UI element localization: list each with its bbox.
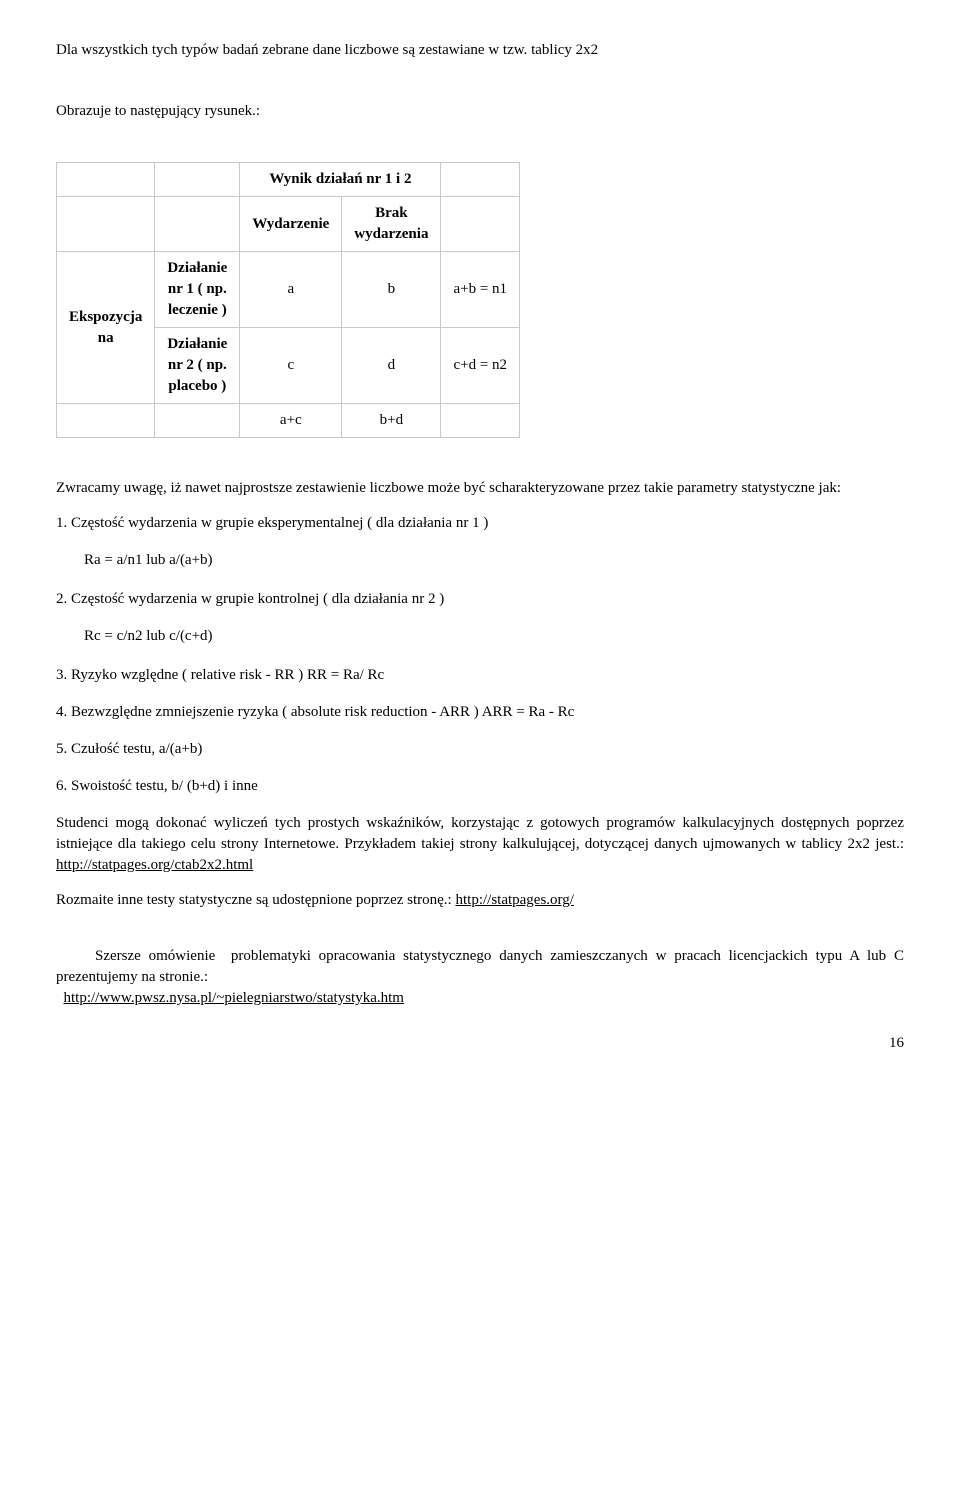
link-ctab2x2[interactable]: http://statpages.org/ctab2x2.html — [56, 857, 253, 873]
cell-b: b — [342, 252, 441, 328]
rowlabel-l1: Ekspozycja — [69, 309, 142, 325]
blank-cell — [441, 197, 520, 252]
item-2: 2. Częstość wydarzenia w grupie kontroln… — [56, 589, 904, 610]
intro-line-2: Obrazuje to następujący rysunek.: — [56, 101, 904, 122]
r2-l2: nr 2 ( np. — [168, 357, 227, 373]
r1-l3: leczenie ) — [168, 302, 227, 318]
cell-c: c — [240, 328, 342, 404]
r2-l3: placebo ) — [168, 378, 226, 394]
item-5: 5. Czułość testu, a/(a+b) — [56, 739, 904, 760]
item-2-formula: Rc = c/n2 lub c/(c+d) — [84, 626, 904, 647]
blank-cell — [155, 197, 240, 252]
link-statpages[interactable]: http://statpages.org/ — [455, 892, 573, 908]
blank-cell — [57, 197, 155, 252]
col2-l2: wydarzenia — [354, 226, 428, 242]
item-4: 4. Bezwzględne zmniejszenie ryzyka ( abs… — [56, 702, 904, 723]
para-rozmaite-text: Rozmaite inne testy statystyczne są udos… — [56, 892, 455, 908]
rowlabel-ekspozycja: Ekspozycja na — [57, 252, 155, 404]
blank-cell — [441, 404, 520, 438]
intro-line-1: Dla wszystkich tych typów badań zebrane … — [56, 40, 904, 61]
cell-cd-n2: c+d = n2 — [441, 328, 520, 404]
para-szersze: Szersze omówienie problematyki opracowan… — [56, 925, 904, 1009]
blank-cell — [57, 163, 155, 197]
col-wydarzenie: Wydarzenie — [240, 197, 342, 252]
para-students: Studenci mogą dokonać wyliczeń tych pros… — [56, 813, 904, 876]
cell-a: a — [240, 252, 342, 328]
blank-cell — [441, 163, 520, 197]
page-number: 16 — [56, 1033, 904, 1054]
blank-cell — [155, 404, 240, 438]
col-brak-wydarzenia: Brak wydarzenia — [342, 197, 441, 252]
blank-cell — [57, 404, 155, 438]
para-after-table: Zwracamy uwagę, iż nawet najprostsze zes… — [56, 478, 904, 499]
cell-ab-n1: a+b = n1 — [441, 252, 520, 328]
item-6: 6. Swoistość testu, b/ (b+d) i inne — [56, 776, 904, 797]
item-3: 3. Ryzyko względne ( relative risk - RR … — [56, 665, 904, 686]
row1-label: Działanie nr 1 ( np. leczenie ) — [155, 252, 240, 328]
item-1-formula: Ra = a/n1 lub a/(a+b) — [84, 550, 904, 571]
blank-cell — [155, 163, 240, 197]
para-students-text: Studenci mogą dokonać wyliczeń tych pros… — [56, 815, 904, 852]
r2-l1: Działanie — [167, 336, 227, 352]
row2-label: Działanie nr 2 ( np. placebo ) — [155, 328, 240, 404]
cell-ac: a+c — [240, 404, 342, 438]
header-top: Wynik działań nr 1 i 2 — [240, 163, 441, 197]
cell-bd: b+d — [342, 404, 441, 438]
rowlabel-l2: na — [98, 330, 114, 346]
col2-l1: Brak — [375, 205, 408, 221]
r1-l1: Działanie — [167, 260, 227, 276]
item-1: 1. Częstość wydarzenia w grupie eksperym… — [56, 513, 904, 534]
table-2x2: Wynik działań nr 1 i 2 Wydarzenie Brak w… — [56, 162, 520, 438]
para-rozmaite: Rozmaite inne testy statystyczne są udos… — [56, 890, 904, 911]
para-szersze-text: Szersze omówienie problematyki opracowan… — [56, 948, 908, 985]
link-pwsz[interactable]: http://www.pwsz.nysa.pl/~pielegniarstwo/… — [64, 990, 404, 1006]
cell-d: d — [342, 328, 441, 404]
r1-l2: nr 1 ( np. — [168, 281, 227, 297]
